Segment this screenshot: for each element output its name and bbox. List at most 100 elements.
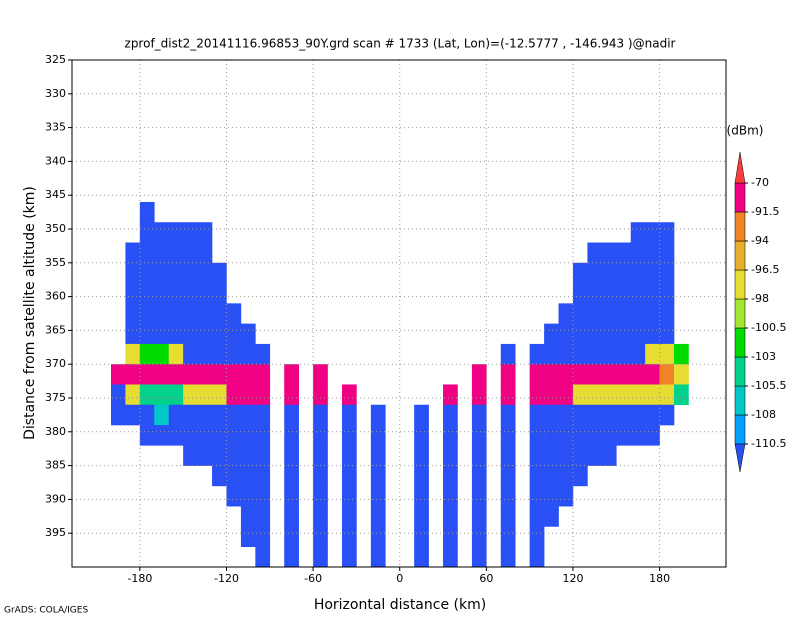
cell [616,384,632,406]
cell [443,445,458,466]
cell [183,262,198,284]
colorbar-label: -103 [751,350,776,363]
cell [341,465,357,487]
footer: GrADS: COLA/IGES [4,606,88,616]
cell [370,465,386,487]
cell [500,526,516,548]
x-tick-label: 0 [396,572,403,585]
cell [414,526,429,548]
heatmap-cells [110,201,689,568]
cell [313,425,328,446]
cell [110,364,126,385]
cell [168,303,184,324]
cell [544,343,559,365]
cell [601,384,617,406]
cell [558,445,574,466]
cell [226,343,242,365]
plot-frame [71,59,727,568]
cell [240,526,256,548]
cell [529,364,545,385]
cell [587,425,603,446]
axes: -180 -120 -60 0 60 120 180 325 330 335 340 345 350 35… [45,53,726,585]
cell [645,303,660,324]
cell [443,526,458,548]
cell [630,364,646,385]
cell [212,343,227,365]
cell [645,262,660,284]
cell [125,323,141,345]
cell [645,404,660,426]
cell [443,465,458,487]
cell [313,445,328,466]
cell [139,283,155,304]
colorbar-segment [734,240,746,271]
colorbar-label: -96.5 [751,263,779,276]
cell [240,384,256,406]
cell [471,546,487,568]
cell [558,303,574,324]
colorbar-segment [734,211,746,242]
cell [674,343,689,365]
cell [558,364,574,385]
cell [659,404,675,426]
cell [572,323,588,345]
cell [414,546,429,568]
cell [255,384,271,406]
cell [226,323,242,345]
cell [370,425,386,446]
cell [558,485,574,507]
cell [645,364,660,385]
cell [587,262,603,284]
cell [154,242,170,264]
cell [255,364,271,385]
cell [659,384,675,406]
cell [587,242,603,264]
x-tick-label: -120 [214,572,239,585]
cell [341,485,357,507]
cell [544,323,559,345]
y-tick-label: 335 [45,121,66,134]
y-tick-label: 345 [45,188,66,201]
colorbar-label: -100.5 [751,321,786,334]
colorbar-segment [734,182,746,213]
cell [255,425,271,446]
y-tick-label: 380 [45,425,66,438]
cell [240,506,256,527]
cell [183,242,198,264]
cell [240,404,256,426]
cell [255,445,271,466]
cell [601,323,617,345]
colorbar-label: -108 [751,408,776,421]
cell [197,283,213,304]
cell [645,323,660,345]
cell [471,404,487,426]
cell [645,343,660,365]
cell [616,404,632,426]
cell [601,303,617,324]
cell [341,445,357,466]
cell [139,303,155,324]
cell [168,262,184,284]
cell [659,343,675,365]
cell [659,303,675,324]
cell [471,526,487,548]
cell [601,283,617,304]
cell [154,404,170,426]
cell [226,404,242,426]
cell [341,425,357,446]
cell [587,364,603,385]
cell [659,262,675,284]
cell [139,323,155,345]
cell [212,283,227,304]
cell [601,242,617,264]
cell [197,364,213,385]
cell [240,465,256,487]
cell [645,242,660,264]
cell [500,404,516,426]
cell [616,364,632,385]
cell [414,485,429,507]
colorbar-segment [734,327,746,358]
cell [500,546,516,568]
cell [529,506,545,527]
